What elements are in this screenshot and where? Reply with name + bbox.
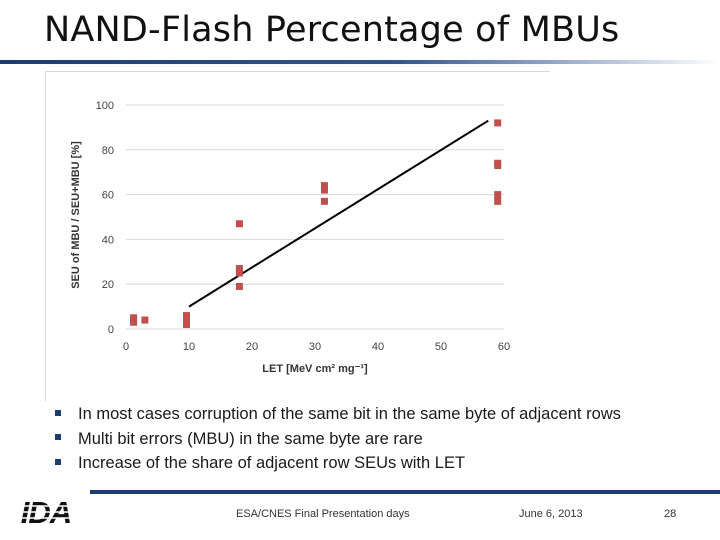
slide-title: NAND-Flash Percentage of MBUs (44, 10, 620, 50)
data-point (235, 220, 243, 228)
scatter-chart: 0 20 40 60 80 100 0 10 20 30 40 50 60 LET [MeV cm² … (70, 100, 510, 375)
y-tick-label: 60 (102, 190, 114, 202)
x-axis-label: LET [MeV cm² mg⁻¹] (262, 363, 368, 375)
data-point (494, 161, 502, 169)
data-point (320, 182, 328, 190)
data-points (130, 119, 502, 329)
data-point (320, 186, 328, 194)
y-tick-labels: 0 20 40 60 80 100 (96, 100, 114, 336)
data-point (235, 269, 243, 277)
data-point (235, 282, 243, 290)
x-tick-label: 20 (246, 341, 258, 353)
x-tick-label: 10 (183, 341, 195, 353)
data-point (141, 316, 149, 324)
bullet-item: In most cases corruption of the same bit… (55, 402, 621, 427)
x-tick-label: 40 (372, 341, 384, 353)
bullet-list: In most cases corruption of the same bit… (55, 402, 621, 476)
data-point (182, 312, 190, 320)
chart-frame (45, 71, 550, 401)
y-tick-label: 0 (108, 324, 114, 336)
y-tick-label: 80 (102, 145, 114, 157)
footer-rule (90, 490, 720, 494)
x-tick-label: 60 (498, 341, 510, 353)
chart-grid (126, 104, 504, 330)
data-point (235, 265, 243, 273)
ida-logo: IDA (12, 496, 80, 528)
bullet-item: Multi bit errors (MBU) in the same byte … (55, 427, 621, 452)
footer-event: ESA/CNES Final Presentation days (236, 508, 410, 520)
data-point (494, 119, 502, 127)
page-number: 28 (664, 508, 677, 520)
data-point (320, 197, 328, 205)
footer-date: June 6, 2013 (519, 508, 583, 520)
y-tick-label: 40 (102, 234, 114, 246)
y-tick-label: 20 (102, 279, 114, 291)
data-point (182, 321, 190, 329)
x-tick-label: 30 (309, 341, 321, 353)
bullet-text: In most cases corruption of the same bit… (78, 405, 621, 423)
bullet-square-icon (55, 434, 61, 441)
bullet-text: Multi bit errors (MBU) in the same byte … (78, 429, 423, 448)
x-tick-label: 0 (123, 341, 129, 353)
data-point (494, 191, 502, 199)
bullet-square-icon (55, 458, 61, 465)
bullet-text: Increase of the share of adjacent row SE… (78, 454, 466, 472)
y-tick-label: 100 (96, 100, 114, 112)
bullet-item: Increase of the share of adjacent row SE… (55, 451, 621, 476)
trend-line (188, 119, 489, 308)
bullet-square-icon (55, 409, 61, 416)
x-tick-labels: 0 10 20 30 40 50 60 (123, 341, 510, 353)
data-point (130, 314, 138, 322)
x-tick-label: 50 (435, 341, 447, 353)
title-underline (0, 60, 720, 64)
data-point (130, 318, 138, 326)
data-point (182, 316, 190, 324)
y-axis-label: SEU of MBU / SEU+MBU [%] (70, 141, 82, 289)
data-point (494, 197, 502, 205)
